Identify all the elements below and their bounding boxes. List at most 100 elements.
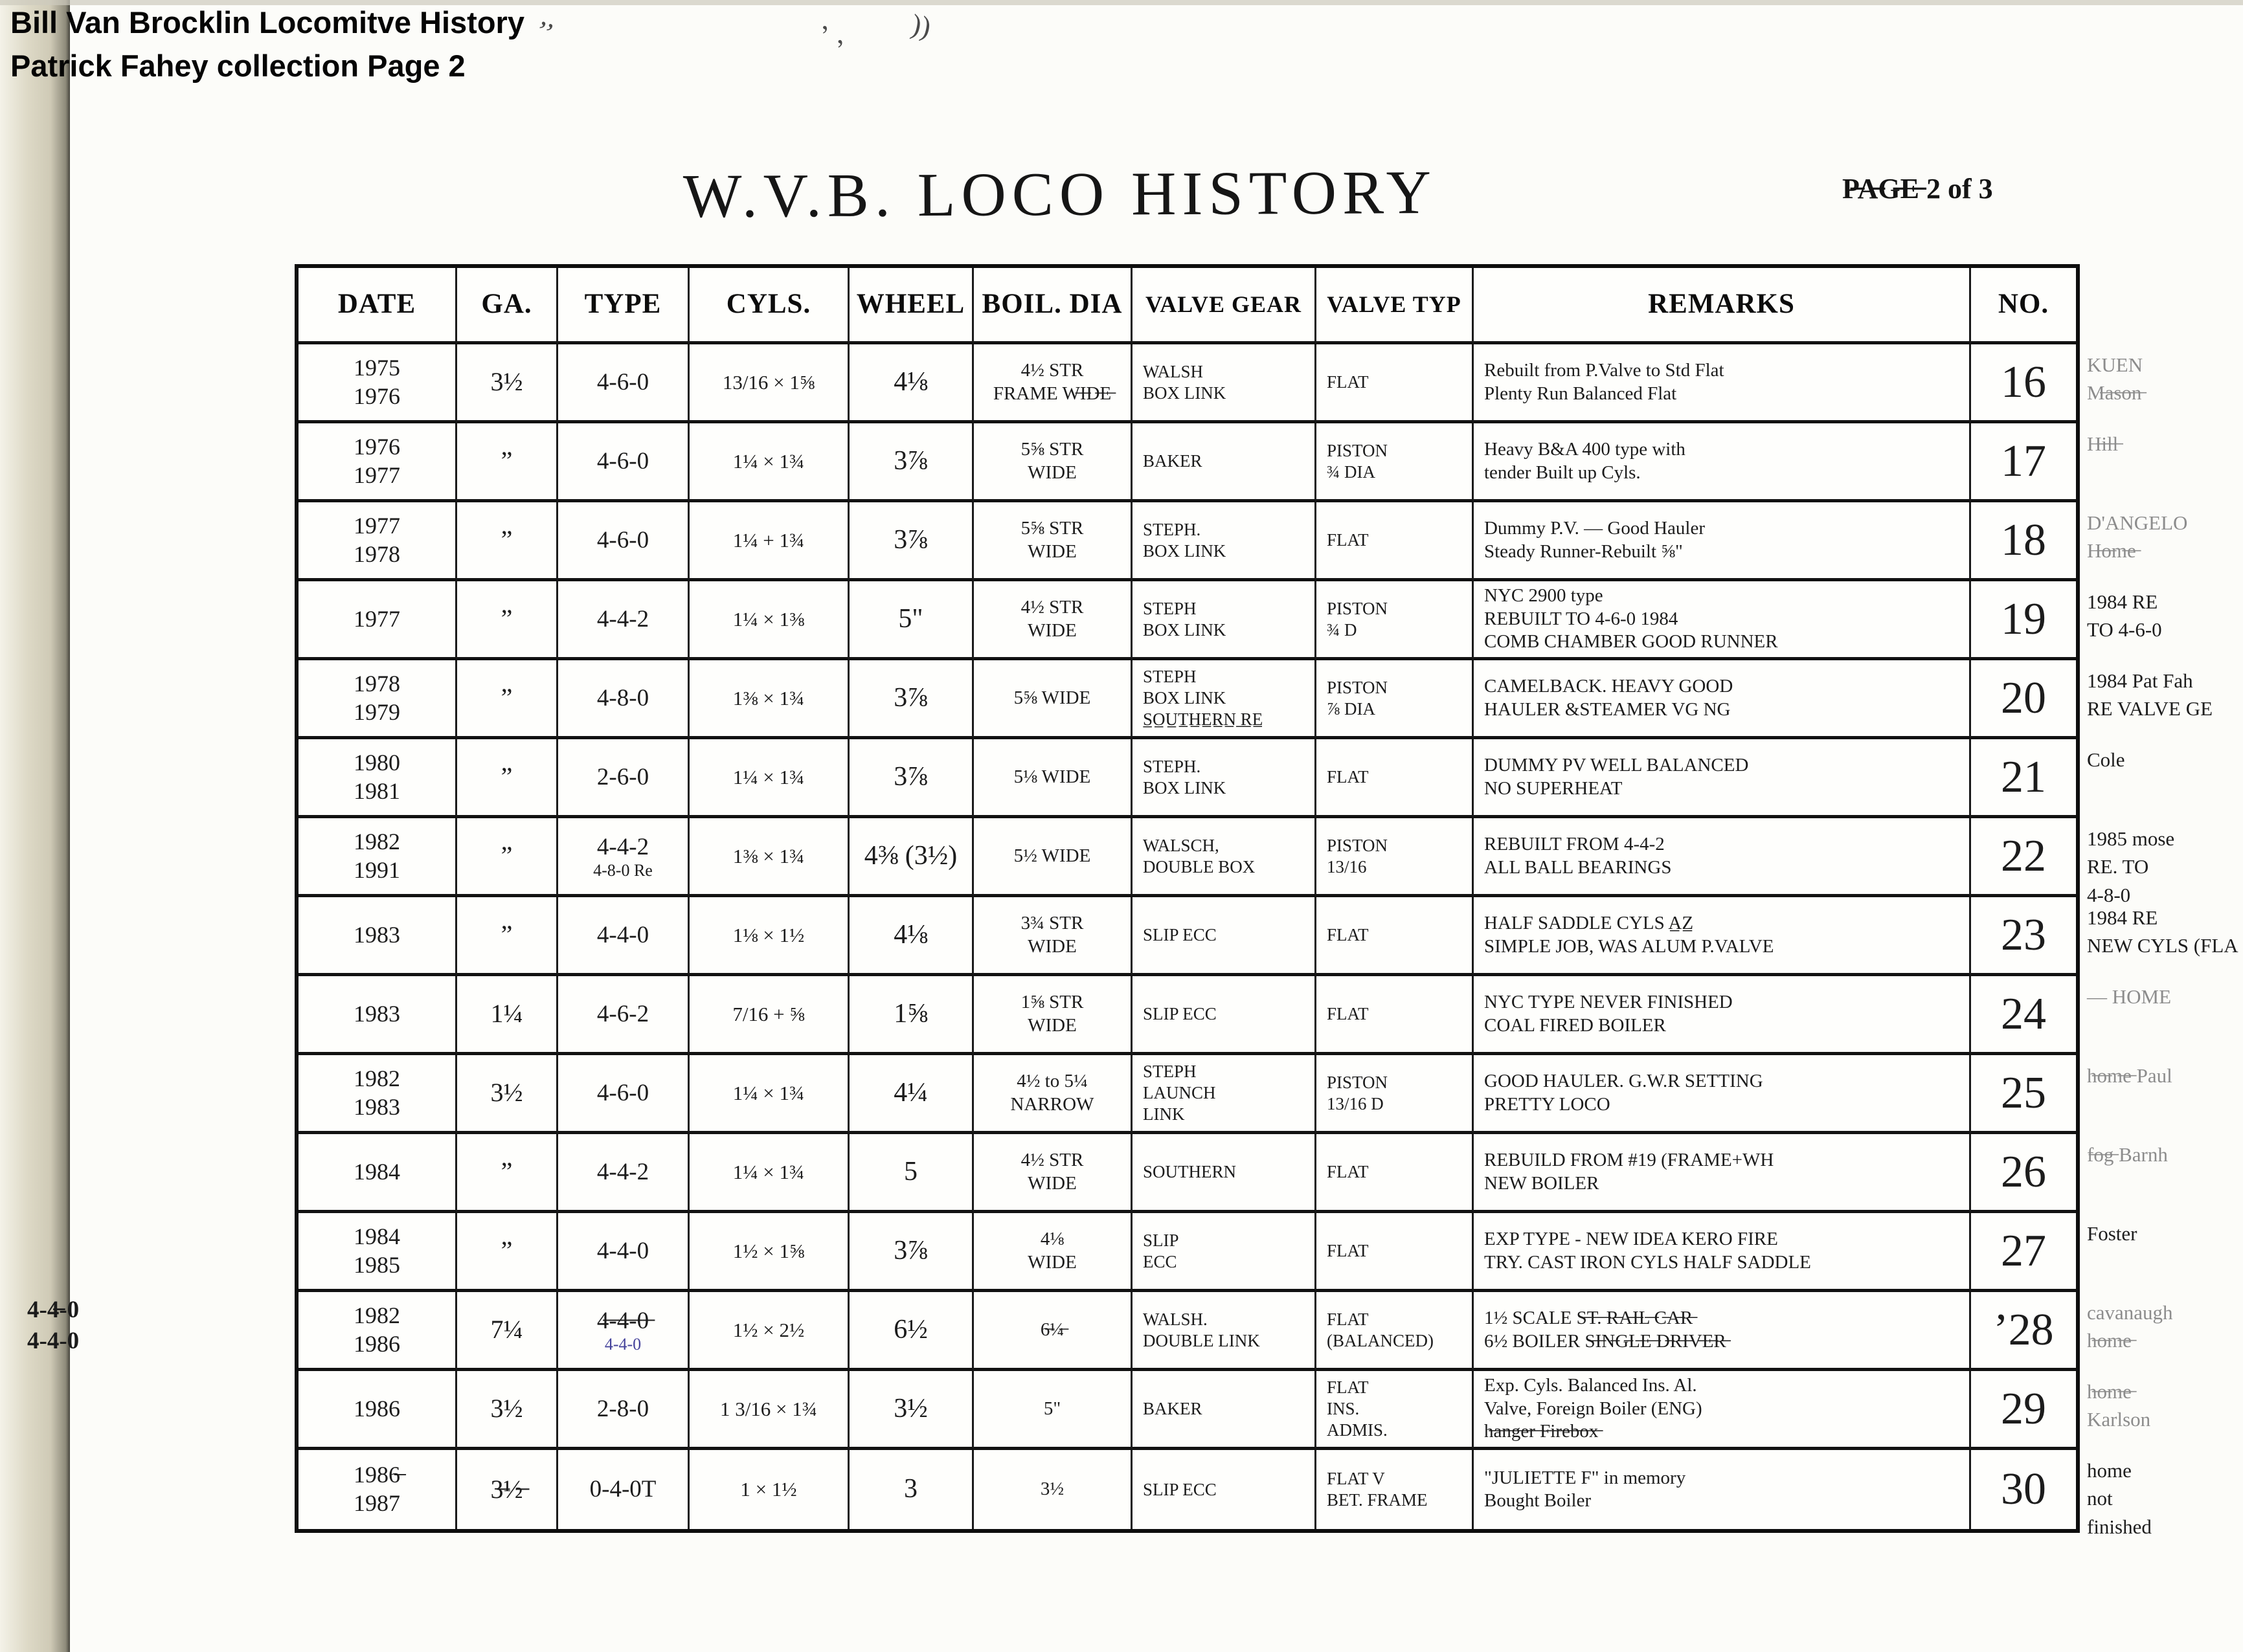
table-row: 1980 1981 ” 2-6-0 1¼ × 1¾ 3⅞ 5⅛ WIDE STE… <box>299 739 2125 818</box>
column-header-valve-gear: VALVE GEAR <box>1133 268 1316 344</box>
scan-artifact: ’’ <box>532 14 558 50</box>
right-margin-note: 1984 Pat Fah RE VALVE GE <box>2087 669 2213 720</box>
cell-cylinders: 1⅜ × 1¾ <box>690 660 850 739</box>
cell-boiler-dia: 4½ STR WIDE <box>974 581 1133 660</box>
cell-gauge: 3½ <box>457 1055 558 1134</box>
cell-type-primary: 4-4-2 <box>596 605 649 632</box>
cell-valve-type: FLAT (BALANCED) <box>1316 1292 1474 1371</box>
cell-valve-type: FLAT <box>1316 1213 1474 1292</box>
cell-boiler-dia: 5⅝ STR WIDE <box>974 502 1133 581</box>
cell-date: 1976 1977 <box>299 423 457 502</box>
cell-cylinders: 1⅛ × 1½ <box>690 897 850 976</box>
cell-valve-gear: STEPH. BOX LINK <box>1133 739 1316 818</box>
column-header-wheel: WHEEL <box>850 268 974 344</box>
cell-loco-number: 23 <box>1971 897 2076 976</box>
cell-remarks: Heavy B&A 400 type with tender Built up … <box>1474 423 1971 502</box>
right-margin-note: D'ANGELO H̶o̶m̶e̶ <box>2087 511 2188 563</box>
cell-gauge: 1¼ <box>457 976 558 1055</box>
column-header-remarks: REMARKS <box>1474 268 1971 344</box>
right-margin-note: — HOME <box>2087 985 2172 1008</box>
cell-type-primary: 4-8-0 <box>596 684 649 711</box>
cell-wheel: 6½ <box>850 1292 974 1371</box>
cell-date: 1982 1991 <box>299 818 457 897</box>
cell-boiler-dia: 5" <box>974 1371 1133 1450</box>
cell-date: 1984 <box>299 1134 457 1213</box>
cell-type-primary: 4-6-0 <box>596 368 649 396</box>
right-margin-note: 1984 RE NEW CYLS (FLA <box>2087 906 2238 957</box>
cell-gauge: ” <box>457 1213 558 1292</box>
scan-top-band <box>0 0 2243 5</box>
cell-valve-type: FLAT <box>1316 976 1474 1055</box>
cell-remarks: REBUILD FROM #19 (FRAME+WH NEW BOILER <box>1474 1134 1971 1213</box>
cell-gauge: ” <box>457 423 558 502</box>
cell-gauge: ” <box>457 581 558 660</box>
cell-wheel: 3⅞ <box>850 1213 974 1292</box>
cell-loco-number: 21 <box>1971 739 2076 818</box>
cell-boiler-dia: 6̶¼̶ <box>974 1292 1133 1371</box>
cell-loco-number: 22 <box>1971 818 2076 897</box>
cell-valve-type: FLAT <box>1316 502 1474 581</box>
right-margin-note: home not finished <box>2087 1459 2152 1538</box>
cell-remarks: EXP TYPE - NEW IDEA KERO FIRE TRY. CAST … <box>1474 1213 1971 1292</box>
cell-remarks: 1½ SCALE S̶T̶.̶ ̶R̶A̶I̶L̶ ̶C̶A̶R̶ 6½ BOI… <box>1474 1292 1971 1371</box>
cell-wheel: 3⅞ <box>850 502 974 581</box>
cell-wheel: 4⅛ <box>850 897 974 976</box>
cell-valve-gear: STEPH LAUNCH LINK <box>1133 1055 1316 1134</box>
cell-valve-gear: SLIP ECC <box>1133 976 1316 1055</box>
cell-loco-number: 16 <box>1971 344 2076 423</box>
cell-date: 1977 1978 <box>299 502 457 581</box>
cell-remarks: NYC TYPE NEVER FINISHED COAL FIRED BOILE… <box>1474 976 1971 1055</box>
table-body: 1975 1976 3½ 4-6-0 13/16 × 1⅝ 4⅛ 4½ STR … <box>299 344 2238 1538</box>
cell-valve-gear: BAKER <box>1133 1371 1316 1450</box>
cell-boiler-dia: 5⅝ STR WIDE <box>974 423 1133 502</box>
cell-boiler-dia: 3¾ STR WIDE <box>974 897 1133 976</box>
cell-type-primary: 4-4-0 <box>596 921 649 948</box>
right-margin-note: h̶o̶m̶e̶ Paul <box>2087 1064 2172 1087</box>
caption-line2: Patrick Fahey collection Page 2 <box>10 48 466 83</box>
left-margin-annotation: 4-4̶-0 4-4-0 <box>27 1297 80 1355</box>
cell-wheel: 4¼ <box>850 1055 974 1134</box>
cell-gauge: ” <box>457 897 558 976</box>
cell-valve-type: FLAT <box>1316 1134 1474 1213</box>
table-row: 1986 3½ 2-8-0 1 3/16 × 1¾ 3½ 5" BAKER FL… <box>299 1371 2150 1450</box>
cell-cylinders: 1¼ × 1¾ <box>690 1055 850 1134</box>
cell-loco-number: 17 <box>1971 423 2076 502</box>
loco-history-table: DATE GA. TYPE CYLS. WHEEL BOIL. DIA VALV… <box>295 264 2238 1538</box>
cell-boiler-dia: 3½ <box>974 1450 1133 1529</box>
cell-type-primary: 4-6-0 <box>596 1079 649 1106</box>
column-header-no: NO. <box>1971 268 2076 344</box>
cell-type-secondary: 4-8-0 Re <box>593 860 653 880</box>
cell-type: 0-4-0T <box>558 1450 690 1529</box>
table-row: 1982 1983 3½ 4-6-0 1¼ × 1¾ 4¼ 4½ to 5¼ N… <box>299 1055 2172 1134</box>
right-margin-note: cavanaugh h̶o̶m̶e̶ <box>2087 1301 2173 1352</box>
cell-valve-type: PISTON ¾ D <box>1316 581 1474 660</box>
cell-date: 1980 1981 <box>299 739 457 818</box>
cell-loco-number: 20 <box>1971 660 2076 739</box>
cell-gauge: ” <box>457 818 558 897</box>
cell-type: 4-6-2 <box>558 976 690 1055</box>
cell-loco-number: 30 <box>2001 1464 2046 1515</box>
cell-remarks: GOOD HAULER. G.W.R SETTING PRETTY LOCO <box>1474 1055 1971 1134</box>
cell-cylinders: 1 × 1½ <box>690 1450 850 1529</box>
cell-cylinders: 1⅜ × 1¾ <box>690 818 850 897</box>
cell-valve-gear: SLIP ECC <box>1133 897 1316 976</box>
cell-boiler-dia: 5½ WIDE <box>974 818 1133 897</box>
cell-type: 4-4-2 <box>558 581 690 660</box>
column-header-date: DATE <box>299 268 457 344</box>
cell-remarks: "JULIETTE F" in memory Bought Boiler <box>1474 1450 1971 1529</box>
table-row: 1982 1986 7¼ 4̶-̶4̶-̶0̶ 4-4-0 1½ × 2½ 6½… <box>299 1292 2173 1371</box>
cell-cylinders: 1½ × 2½ <box>690 1292 850 1371</box>
right-margin-note: KUEN M̶a̶s̶o̶n̶ <box>2087 353 2143 405</box>
scan-artifact: )) <box>908 8 934 43</box>
cell-valve-gear: SLIP ECC <box>1133 1450 1316 1529</box>
cell-remarks: Rebuilt from P.Valve to Std Flat Plenty … <box>1474 344 1971 423</box>
cell-cylinders: 1¼ + 1¾ <box>690 502 850 581</box>
cell-boiler-dia: 4½ STR WIDE <box>974 1134 1133 1213</box>
cell-gauge: 7¼ <box>457 1292 558 1371</box>
cell-boiler-dia: 5⅛ WIDE <box>974 739 1133 818</box>
scan-artifact: ’ , <box>818 17 845 52</box>
column-header-cyls: CYLS. <box>690 268 850 344</box>
table-row: 1978 1979 ” 4-8-0 1⅜ × 1¾ 3⅞ 5⅝ WIDE STE… <box>299 660 2213 739</box>
cell-date: 1982 1983 <box>299 1055 457 1134</box>
cell-cylinders: 7/16 + ⅝ <box>690 976 850 1055</box>
